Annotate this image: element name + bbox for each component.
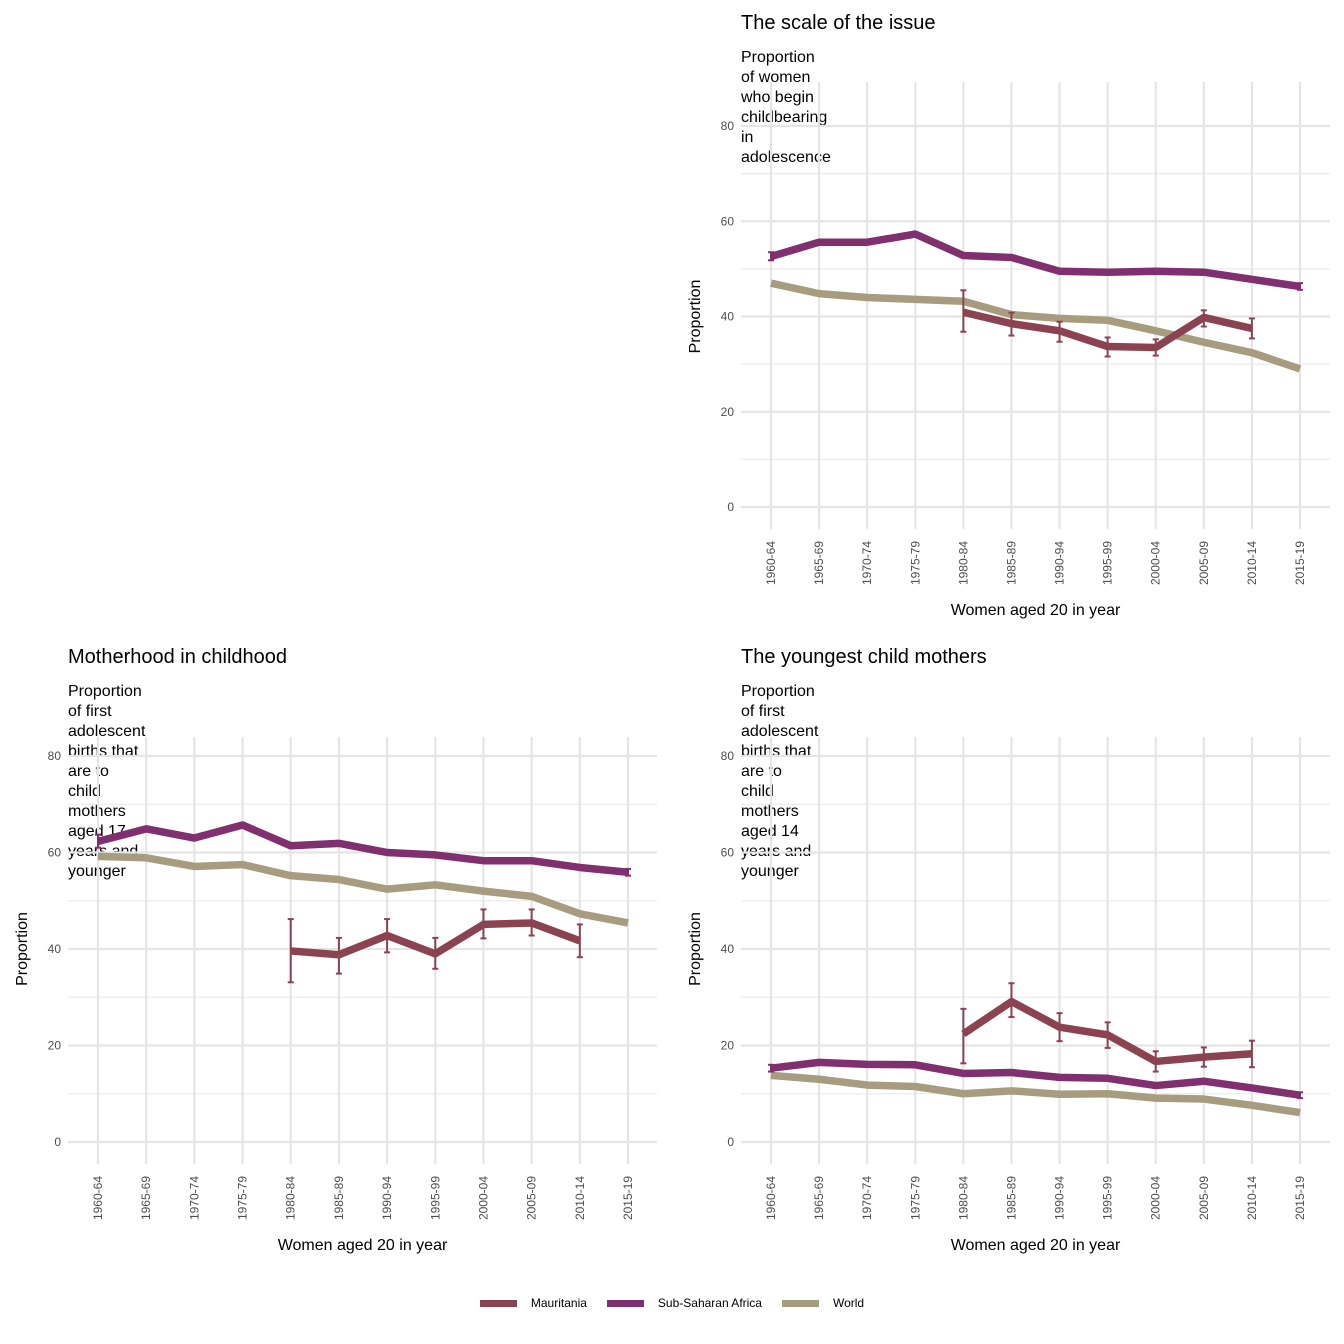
series-line-world bbox=[770, 1071, 1301, 1117]
x-tick-label: 1965-69 bbox=[812, 541, 826, 585]
x-tick-label: 2010-14 bbox=[573, 1176, 587, 1220]
x-tick-label: 1970-74 bbox=[860, 541, 874, 585]
y-axis-title: Proportion bbox=[687, 280, 704, 354]
series-line-world bbox=[97, 852, 629, 927]
x-tick-label: 2000-04 bbox=[1149, 541, 1163, 585]
x-tick-label: 1975-79 bbox=[908, 541, 922, 585]
y-tick-label: 60 bbox=[721, 846, 735, 860]
x-tick-label: 1985-89 bbox=[332, 1176, 346, 1220]
x-tick-label: 2005-09 bbox=[1197, 541, 1211, 585]
x-tick-label: 1970-74 bbox=[860, 1176, 874, 1220]
series-line-sub-saharan-africa bbox=[97, 821, 629, 877]
x-tick-label: 1975-79 bbox=[236, 1176, 250, 1220]
x-tick-label: 2010-14 bbox=[1245, 541, 1259, 585]
y-tick-label: 20 bbox=[721, 1039, 735, 1053]
x-tick-label: 1960-64 bbox=[764, 541, 778, 585]
x-tick-label: 1965-69 bbox=[139, 1176, 153, 1220]
legend-label: Sub-Saharan Africa bbox=[657, 1296, 762, 1310]
x-tick-label: 1995-99 bbox=[428, 1176, 442, 1220]
y-tick-label: 60 bbox=[721, 214, 735, 228]
x-tick-label: 1960-64 bbox=[91, 1176, 105, 1220]
x-tick-label: 2015-19 bbox=[1293, 541, 1307, 585]
x-tick-label: 1980-84 bbox=[284, 1176, 298, 1220]
x-axis-title: Women aged 20 in year bbox=[278, 1237, 448, 1254]
y-axis-title: Proportion bbox=[687, 912, 704, 986]
x-tick-label: 1965-69 bbox=[812, 1176, 826, 1220]
legend-key bbox=[479, 1299, 517, 1307]
legend: Mauritania Sub-Saharan Africa World bbox=[0, 1296, 1344, 1310]
x-tick-label: 1970-74 bbox=[187, 1176, 201, 1220]
series-line-world bbox=[770, 279, 1302, 373]
x-axis-title: Women aged 20 in year bbox=[951, 1237, 1121, 1254]
legend-key bbox=[606, 1299, 644, 1307]
x-tick-label: 1985-89 bbox=[1004, 1176, 1018, 1220]
y-tick-label: 0 bbox=[727, 500, 734, 514]
x-tick-label: 1990-94 bbox=[380, 1176, 394, 1220]
chart-title: The youngest child mothers bbox=[741, 646, 987, 668]
x-tick-label: 1980-84 bbox=[956, 1176, 970, 1220]
y-tick-label: 20 bbox=[721, 405, 735, 419]
y-tick-label: 40 bbox=[721, 310, 735, 324]
y-tick-label: 80 bbox=[721, 749, 735, 763]
series-line-sub-saharan-africa bbox=[769, 230, 1301, 291]
x-tick-label: 2005-09 bbox=[525, 1176, 539, 1220]
x-tick-label: 2000-04 bbox=[476, 1176, 490, 1220]
x-tick-label: 2000-04 bbox=[1149, 1176, 1163, 1220]
x-tick-label: 1960-64 bbox=[764, 1176, 778, 1220]
x-tick-label: 2015-19 bbox=[621, 1176, 635, 1220]
x-tick-label: 2010-14 bbox=[1245, 1176, 1259, 1220]
legend-item-mauritania: Mauritania bbox=[479, 1296, 587, 1310]
x-tick-label: 1980-84 bbox=[956, 541, 970, 585]
x-tick-label: 1990-94 bbox=[1053, 1176, 1067, 1220]
x-tick-label: 1995-99 bbox=[1101, 1176, 1115, 1220]
y-tick-label: 60 bbox=[48, 846, 62, 860]
legend-label: Mauritania bbox=[530, 1296, 587, 1310]
chart-title: Motherhood in childhood bbox=[68, 646, 288, 668]
x-tick-label: 1990-94 bbox=[1053, 541, 1067, 585]
y-tick-label: 0 bbox=[727, 1135, 734, 1149]
x-axis-title: Women aged 20 in year bbox=[951, 602, 1121, 619]
y-tick-label: 80 bbox=[48, 749, 62, 763]
y-tick-label: 80 bbox=[721, 119, 735, 133]
x-tick-label: 1985-89 bbox=[1004, 541, 1018, 585]
legend-key bbox=[781, 1299, 819, 1307]
series-line-sub-saharan-africa bbox=[770, 1058, 1301, 1099]
x-tick-label: 1995-99 bbox=[1101, 541, 1115, 585]
y-axis-title: Proportion bbox=[14, 912, 31, 986]
legend-label: World bbox=[832, 1296, 865, 1310]
legend-item-world: World bbox=[781, 1296, 865, 1310]
x-tick-label: 2005-09 bbox=[1197, 1176, 1211, 1220]
y-tick-label: 40 bbox=[48, 942, 62, 956]
y-tick-label: 40 bbox=[721, 942, 735, 956]
y-tick-label: 0 bbox=[54, 1135, 61, 1149]
legend-item-ssa: Sub-Saharan Africa bbox=[606, 1296, 762, 1310]
x-tick-label: 2015-19 bbox=[1293, 1176, 1307, 1220]
y-tick-label: 20 bbox=[48, 1039, 62, 1053]
chart-subtitle: Proportion of women who begin childbeari… bbox=[741, 49, 831, 166]
chart-title: The scale of the issue bbox=[741, 12, 936, 34]
x-tick-label: 1975-79 bbox=[908, 1176, 922, 1220]
